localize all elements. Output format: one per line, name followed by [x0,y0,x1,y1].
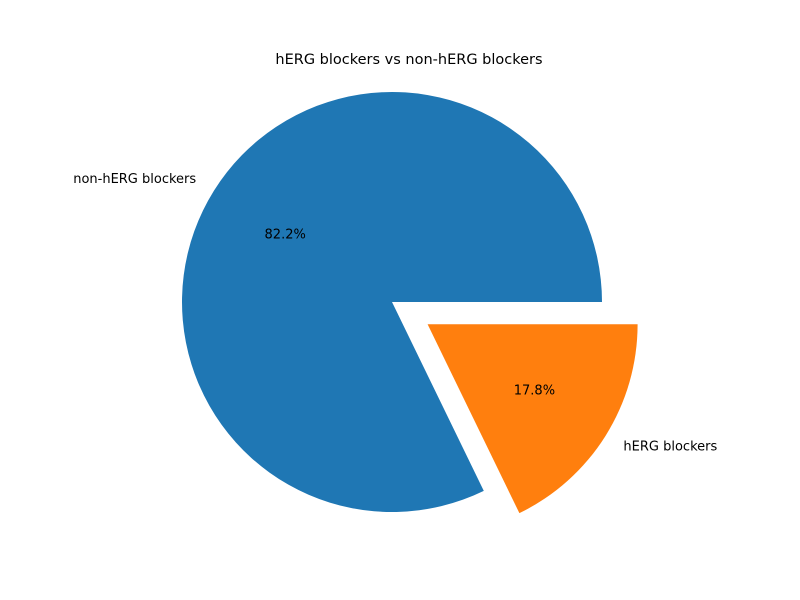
slice-label-non-herg-blockers: non-hERG blockers [73,172,196,187]
pie-slice-non-herg-blockers [182,92,602,513]
pct-label-non-herg-blockers: 82.2% [265,228,306,243]
pie-slice-herg-blockers [427,324,638,514]
pct-label-herg-blockers: 17.8% [514,384,555,399]
slice-label-herg-blockers: hERG blockers [623,439,717,454]
pie-labels: 82.2% non-hERG blockers 17.8% hERG blockers [73,172,717,454]
chart-title: hERG blockers vs non-hERG blockers [275,52,542,68]
pie-slices [182,92,638,514]
